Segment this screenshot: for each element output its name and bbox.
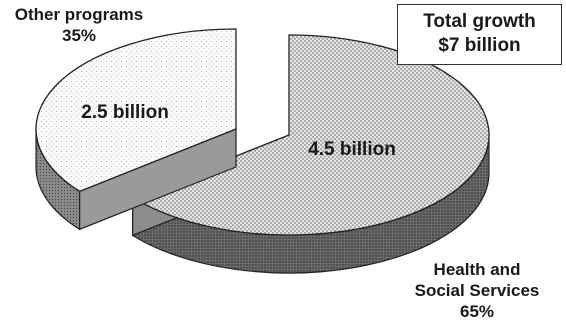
total-growth-value: $7 billion: [438, 35, 521, 56]
label-health-percent: 65%: [459, 302, 495, 321]
label-other-programs: Other programs 35%: [4, 4, 154, 46]
label-other-percent: 35%: [61, 26, 97, 45]
total-growth-box: Total growth $7 billion: [397, 4, 562, 65]
slice-top-other: [35, 28, 237, 193]
slice-value-label-other: 2.5 billion: [81, 102, 169, 123]
label-health-line1: Health and: [433, 260, 521, 279]
label-other-name: Other programs: [14, 5, 144, 24]
slice-value-label-health: 4.5 billion: [308, 139, 396, 160]
label-health-services: Health and Social Services 65%: [392, 259, 562, 322]
total-growth-title: Total growth: [423, 11, 536, 32]
label-health-line2: Social Services: [414, 281, 540, 300]
pie-slice-other: [35, 28, 237, 231]
